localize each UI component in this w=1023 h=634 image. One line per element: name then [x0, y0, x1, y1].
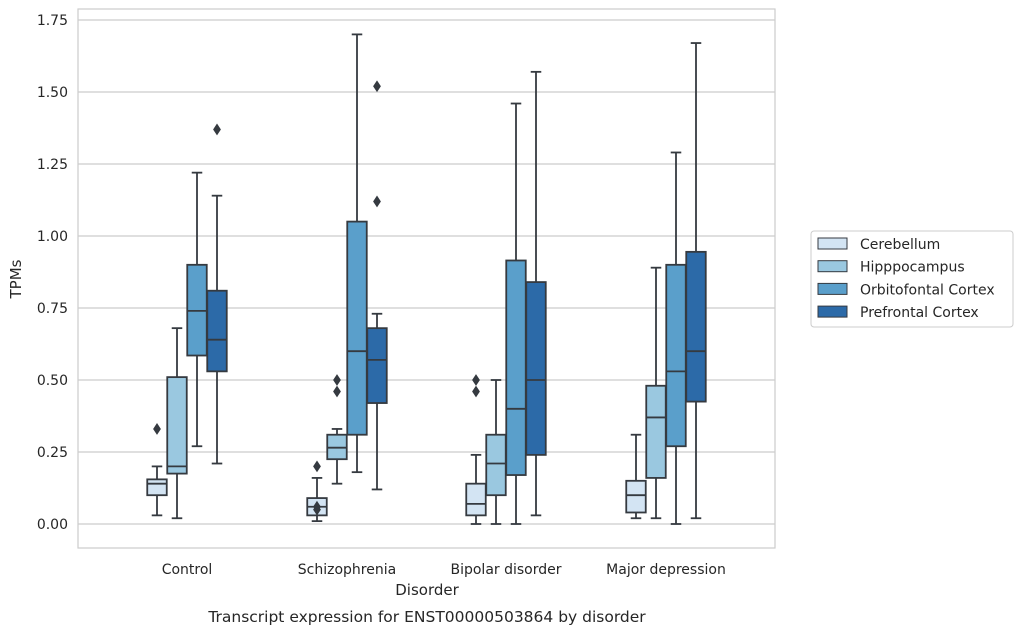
box-iqr	[525, 281, 547, 456]
outlier-point	[373, 80, 381, 93]
y-tick-label: 1.00	[37, 229, 68, 245]
box-prefrontal-cortex	[685, 42, 707, 520]
x-tick-labels: Control Schizophrenia Bipolar disorder Majo…	[162, 562, 726, 578]
box-cerebellum	[625, 433, 647, 520]
y-tick-label: 1.25	[37, 157, 68, 173]
box-hipppocampus	[326, 374, 348, 485]
box-hipppocampus	[645, 266, 667, 520]
box-iqr	[206, 289, 228, 373]
box-iqr	[505, 259, 527, 476]
box-prefrontal-cortex	[366, 80, 388, 491]
box-iqr	[166, 376, 188, 475]
legend-entry-label: Cerebellum	[860, 237, 940, 253]
box-iqr	[645, 384, 667, 479]
outlier-point	[333, 385, 341, 398]
box-iqr	[346, 220, 368, 436]
legend-entry-label: Hipppocampus	[860, 260, 965, 276]
y-tick-labels: 0.00 0.25 0.50 0.75 1.00 1.25 1.50 1.75	[37, 13, 68, 533]
y-tick-label: 0.00	[37, 517, 68, 533]
box-iqr	[625, 479, 647, 514]
outlier-point	[472, 385, 480, 398]
legend-frame	[810, 230, 1014, 328]
y-axis-label: TPMs	[7, 259, 25, 299]
outlier-point	[313, 460, 321, 473]
chart-caption: Transcript expression for ENST0000050386…	[207, 608, 646, 626]
y-tick-label: 1.50	[37, 85, 68, 101]
box-plot-marks	[146, 33, 707, 525]
x-tick-label: Schizophrenia	[298, 562, 396, 578]
outlier-point	[213, 123, 221, 136]
x-tick-label: Bipolar disorder	[450, 562, 561, 578]
box-iqr	[146, 478, 168, 497]
legend-swatch	[817, 305, 848, 318]
x-tick-label: Major depression	[606, 562, 726, 578]
box-orbitofontal-cortex	[346, 33, 368, 474]
box-iqr	[485, 433, 507, 497]
legend: Cerebellum Hipppocampus Orbitofontal Corte…	[810, 230, 1014, 328]
legend-swatch	[817, 282, 848, 295]
box-cerebellum	[306, 460, 328, 523]
legend-swatch	[817, 237, 848, 250]
outlier-point	[472, 374, 480, 386]
plot-frame	[77, 8, 776, 549]
box-orbitofontal-cortex	[665, 151, 687, 525]
outlier-point	[373, 195, 381, 208]
box-hipppocampus	[485, 379, 507, 525]
y-tick-label: 0.50	[37, 373, 68, 389]
box-iqr	[366, 327, 388, 404]
legend-swatch	[817, 260, 848, 273]
box-iqr	[465, 482, 487, 517]
y-tick-label: 0.25	[37, 445, 68, 461]
y-tick-label: 0.75	[37, 301, 68, 317]
outlier-point	[313, 503, 321, 516]
y-tick-label: 1.75	[37, 13, 68, 29]
box-cerebellum	[465, 374, 487, 525]
box-iqr	[665, 263, 687, 448]
x-tick-label: Control	[162, 562, 213, 578]
box-orbitofontal-cortex	[186, 171, 208, 448]
box-orbitofontal-cortex	[505, 102, 527, 525]
outlier-point	[333, 374, 341, 386]
box-prefrontal-cortex	[206, 123, 228, 465]
x-axis-label: Disorder	[395, 581, 459, 599]
legend-entry-label: Prefrontal Cortex	[860, 305, 979, 321]
box-hipppocampus	[166, 327, 188, 520]
box-prefrontal-cortex	[525, 70, 547, 517]
outlier-point	[153, 423, 161, 435]
legend-entry-label: Orbitofontal Cortex	[860, 282, 995, 298]
box-cerebellum	[146, 423, 168, 517]
box-iqr	[685, 250, 707, 403]
